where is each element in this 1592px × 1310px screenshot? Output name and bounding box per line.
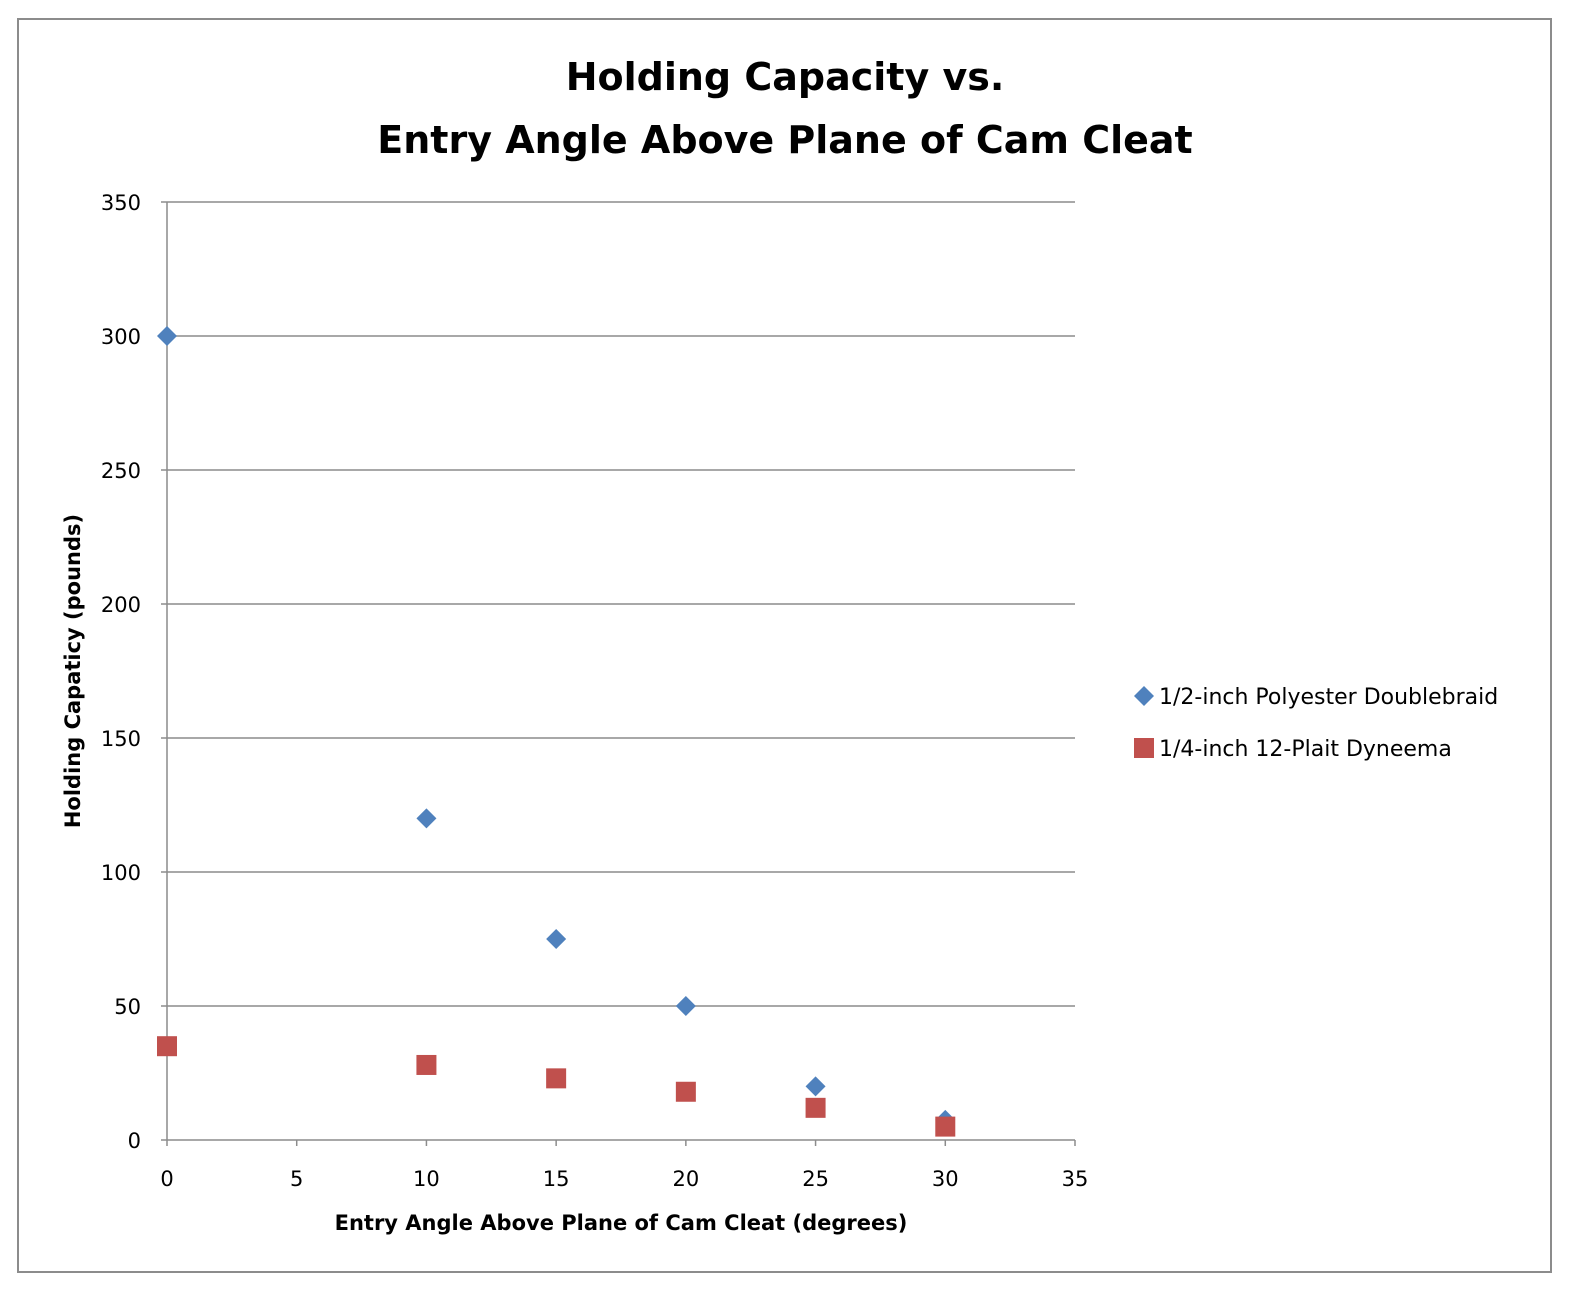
data-point [157,326,177,346]
data-point [416,1054,437,1075]
chart-title-line-1: Holding Capacity vs. [566,55,1005,99]
x-tick-label: 30 [932,1167,959,1191]
x-tick-label: 0 [160,1167,173,1191]
legend-label: 1/2-inch Polyester Doublebraid [1159,685,1498,710]
data-point [157,1036,177,1057]
y-tick-label: 300 [101,325,141,349]
x-tick-label: 5 [290,1167,303,1191]
y-tick-label: 250 [101,459,141,483]
data-point [546,929,567,949]
data-point [546,1068,567,1089]
y-tick-label: 350 [101,191,141,215]
y-tick-label: 150 [101,727,141,751]
data-point [416,808,437,829]
y-tick-label: 100 [101,861,141,885]
chart-frame [17,18,1552,1273]
x-tick-label: 35 [1062,1167,1089,1191]
legend-label: 1/4-inch 12-Plait Dyneema [1159,737,1452,762]
x-tick-label: 15 [543,1167,570,1191]
legend-marker [1134,686,1154,706]
data-point [805,1076,826,1097]
y-tick-label: 0 [128,1129,141,1153]
data-point [675,1081,696,1102]
y-tick-label: 200 [101,593,141,617]
x-tick-label: 25 [802,1167,829,1191]
y-axis-label: Holding Capaticy (pounds) [61,514,85,828]
chart-title-line-2: Entry Angle Above Plane of Cam Cleat [377,118,1192,162]
x-axis-label: Entry Angle Above Plane of Cam Cleat (de… [335,1211,908,1235]
y-tick-label: 50 [114,995,141,1019]
data-point [805,1097,826,1118]
data-point [675,996,696,1016]
x-tick-label: 20 [672,1167,699,1191]
data-point [935,1116,956,1137]
legend-marker [1134,738,1154,758]
x-tick-label: 10 [413,1167,440,1191]
